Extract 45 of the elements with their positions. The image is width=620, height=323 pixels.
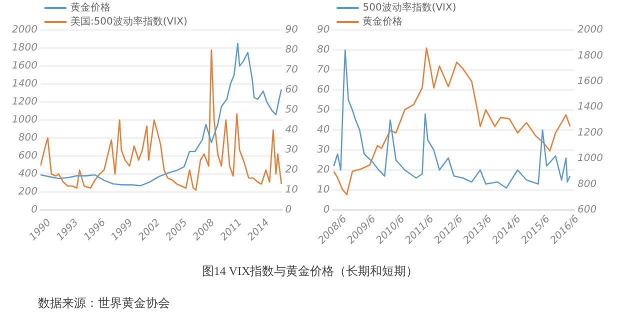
legend-label: 黄金价格 [70,2,110,14]
y2-tick-label: 80 [285,44,298,56]
y2-tick-label: 600 [578,204,597,216]
legend-label: 美国:500波动率指数(VIX) [70,16,188,28]
y-tick-label: 1200 [12,96,38,108]
y-tick-label: 70 [316,64,330,76]
y2-tick-label: 10 [285,184,298,196]
legend-label: 500波动率指数(VIX) [362,2,456,14]
y2-tick-label: 70 [285,64,298,76]
y2-tick-label: 1600 [578,76,604,88]
y-tick-label: 1800 [12,42,38,54]
y2-tick-label: 90 [285,24,298,36]
y2-tick-label: 1400 [578,102,604,113]
y2-tick-label: 1800 [578,50,604,62]
y2-tick-label: 20 [285,164,298,176]
y-tick-label: 50 [316,104,330,116]
y-tick-label: 90 [316,24,330,36]
y-tick-label: 1000 [12,114,38,126]
y2-tick-label: 1000 [578,153,604,164]
caption: 图14 VIX指数与黄金价格（长期和短期） [200,263,420,280]
y-tick-label: 0 [323,204,330,216]
y-tick-label: 400 [18,168,38,180]
y2-tick-label: 40 [285,124,298,136]
y2-tick-label: 800 [578,178,597,190]
y-tick-label: 10 [316,184,330,196]
y-tick-label: 40 [316,124,330,136]
y2-tick-label: 0 [285,204,292,216]
source-note: 数据来源：世界黄金协会 [38,295,170,312]
y2-tick-label: 60 [285,84,298,96]
y-tick-label: 20 [316,164,330,176]
legend-label: 黄金价格 [362,16,403,28]
y-tick-label: 30 [316,144,330,156]
y-tick-label: 200 [18,186,38,198]
y2-tick-label: 50 [285,104,298,116]
y-tick-label: 800 [18,132,38,144]
y2-tick-label: 1200 [578,127,604,138]
y-tick-label: 60 [316,84,330,96]
y2-tick-label: 2000 [578,24,604,36]
y-tick-label: 600 [18,150,38,162]
y-tick-label: 80 [316,44,330,56]
y-tick-label: 0 [31,204,38,216]
y-tick-label: 1400 [12,78,38,90]
y-tick-label: 1600 [12,60,38,72]
y2-tick-label: 30 [285,144,298,156]
y-tick-label: 2000 [12,24,38,36]
